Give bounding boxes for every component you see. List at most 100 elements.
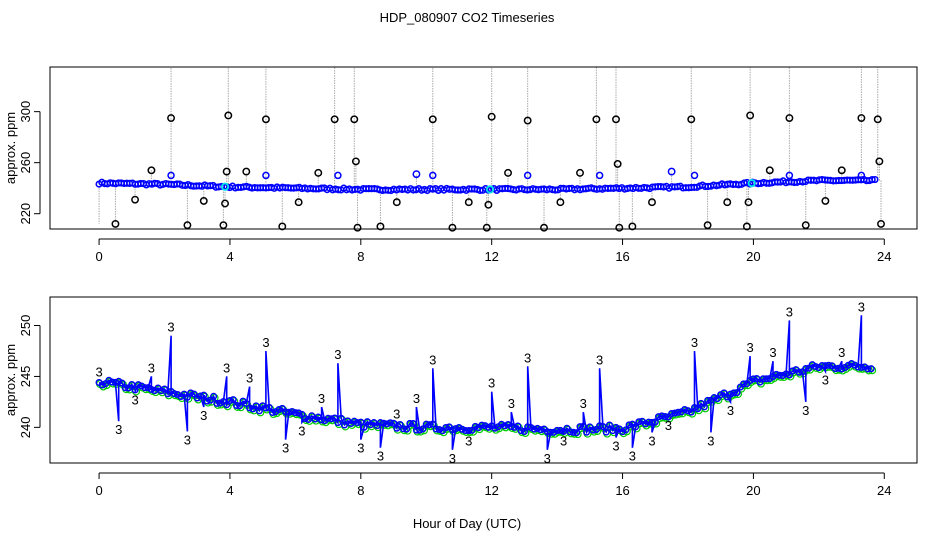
bottom-blue-point xyxy=(324,414,332,422)
top-outlier-point xyxy=(428,115,437,124)
bottom-y-tick-label: 250 xyxy=(18,315,33,337)
bottom-x-tick-label: 12 xyxy=(484,483,498,498)
bottom-label-marker: 3 xyxy=(786,304,793,319)
bottom-blue-point xyxy=(658,412,666,420)
top-outlier-point xyxy=(484,200,493,209)
top-outlier-point xyxy=(224,111,233,120)
top-outlier-point xyxy=(612,115,620,124)
bottom-blue-markers xyxy=(95,360,875,437)
top-outlier-point xyxy=(746,111,755,120)
top-outlier-point xyxy=(412,170,421,179)
top-outlier-point xyxy=(261,115,270,124)
bottom-label-marker: 3 xyxy=(413,391,420,406)
top-outlier-point xyxy=(448,223,457,232)
top-outlier-point xyxy=(330,115,339,124)
top-outlier-point xyxy=(742,222,751,231)
bottom-label-marker: 3 xyxy=(612,439,619,454)
bottom-blue-point xyxy=(226,396,234,405)
bottom-blue-point xyxy=(422,420,430,428)
bottom-label-marker: 3 xyxy=(262,335,269,350)
top-y-tick-label: 260 xyxy=(18,152,33,174)
bottom-label-marker: 3 xyxy=(629,449,636,464)
bottom-blue-point xyxy=(121,384,129,392)
bottom-blue-point xyxy=(690,403,699,412)
top-outlier-point xyxy=(183,221,192,230)
bottom-blue-point xyxy=(262,404,270,412)
bottom-blue-point xyxy=(187,389,195,397)
bottom-blue-point xyxy=(108,378,116,386)
bottom-blue-point xyxy=(229,396,237,404)
bottom-label-marker: 3 xyxy=(298,423,305,438)
top-outlier-point xyxy=(821,196,830,205)
bottom-blue-point xyxy=(291,409,299,417)
bottom-blue-point xyxy=(776,371,784,379)
bottom-blue-point xyxy=(386,419,394,427)
bottom-x-axis: 0 4 8 12 16 20 24 xyxy=(95,472,892,498)
bottom-label-marker: 3 xyxy=(858,299,865,314)
bottom-blue-point xyxy=(589,426,597,434)
top-outlier-point xyxy=(242,167,251,176)
top-outlier-point xyxy=(873,115,882,124)
top-x-tick-label: 20 xyxy=(746,249,760,264)
bottom-blue-point xyxy=(740,380,748,388)
bottom-blue-point xyxy=(854,363,862,371)
bottom-blue-point xyxy=(507,422,515,431)
bottom-blue-point xyxy=(795,368,803,376)
bottom-blue-point xyxy=(867,365,875,373)
bottom-blue-point xyxy=(573,429,581,437)
bottom-blue-point xyxy=(412,426,420,434)
bottom-blue-point xyxy=(196,392,205,400)
top-outlier-point xyxy=(576,168,584,177)
bottom-blue-point xyxy=(275,405,283,414)
bottom-blue-point xyxy=(380,419,388,427)
top-outlier-point xyxy=(801,221,810,230)
bottom-blue-point xyxy=(203,397,211,405)
top-grey-lines xyxy=(98,67,882,228)
bottom-blue-point xyxy=(520,427,528,436)
bottom-blue-point xyxy=(547,428,555,436)
bottom-blue-point xyxy=(232,401,241,409)
bottom-label-marker: 3 xyxy=(665,418,672,433)
bottom-label-marker: 3 xyxy=(544,451,551,466)
top-outlier-point xyxy=(221,199,229,208)
top-outlier-point xyxy=(199,196,208,205)
bottom-blue-point xyxy=(681,405,689,414)
bottom-blue-point xyxy=(569,428,578,436)
top-y-axis-label: approx. ppm xyxy=(3,112,18,184)
bottom-blue-point xyxy=(131,386,139,394)
bottom-blue-point xyxy=(419,425,427,433)
top-outlier-point xyxy=(294,198,303,207)
bottom-label-marker: 3 xyxy=(148,360,155,375)
bottom-x-tick-label: 8 xyxy=(357,483,364,498)
bottom-label-marker: 3 xyxy=(707,433,714,448)
bottom-blue-point xyxy=(288,407,296,416)
bottom-blue-point xyxy=(511,423,519,431)
bottom-blue-point xyxy=(632,423,640,431)
top-cyan-point xyxy=(747,179,756,188)
top-x-tick-label: 4 xyxy=(226,249,233,264)
bottom-blue-point xyxy=(334,419,342,427)
top-outlier-point xyxy=(314,168,323,177)
bottom-label-marker: 3 xyxy=(357,441,364,456)
bottom-blue-point xyxy=(566,428,574,436)
bottom-blue-point xyxy=(389,419,398,427)
bottom-blue-point xyxy=(772,370,780,378)
bottom-blue-point xyxy=(376,419,384,427)
bottom-blue-point xyxy=(478,421,486,429)
bottom-blue-point xyxy=(399,425,407,433)
bottom-label-marker: 3 xyxy=(802,403,809,418)
top-outlier-point xyxy=(628,222,637,231)
bottom-blue-point xyxy=(648,418,656,427)
bottom-blue-point xyxy=(236,402,244,410)
bottom-blue-point xyxy=(599,423,607,431)
bottom-blue-point xyxy=(98,381,106,389)
bottom-blue-point xyxy=(700,403,708,411)
bottom-label-marker: 3 xyxy=(838,345,845,360)
bottom-blue-point xyxy=(213,399,221,407)
bottom-x-tick-label: 16 xyxy=(615,483,629,498)
bottom-blue-point xyxy=(301,414,309,423)
bottom-label-marker: 3 xyxy=(429,352,436,367)
bottom-blue-point xyxy=(831,365,839,373)
